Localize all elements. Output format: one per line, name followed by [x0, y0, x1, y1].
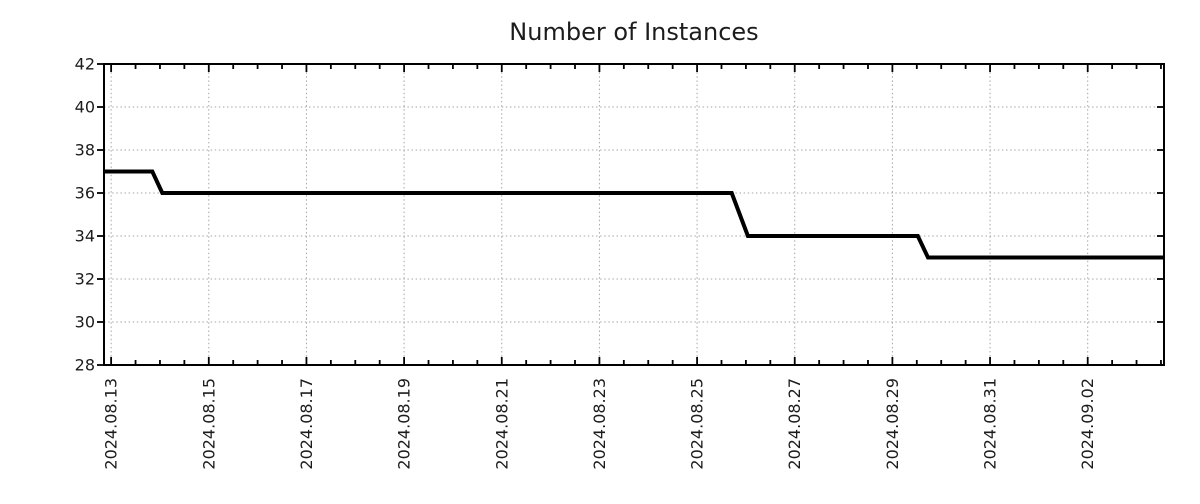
x-tick-label: 2024.08.15 [199, 378, 218, 470]
chart-title: Number of Instances [509, 18, 758, 46]
x-tick-label: 2024.08.27 [785, 378, 804, 470]
grid-lines [104, 64, 1164, 365]
y-tick-label: 40 [75, 98, 95, 117]
x-tick-label: 2024.08.19 [395, 378, 414, 470]
x-tick-label: 2024.08.23 [590, 378, 609, 470]
y-tick-label: 38 [75, 141, 95, 160]
plot-border [103, 63, 1165, 366]
x-tick-label: 2024.08.25 [688, 378, 707, 470]
y-tick-label: 34 [75, 227, 95, 246]
x-tick-label: 2024.08.13 [102, 378, 121, 470]
y-tick-label: 42 [75, 55, 95, 74]
x-tick-label: 2024.09.02 [1078, 378, 1097, 470]
y-tick-label: 32 [75, 270, 95, 289]
data-line-instances [104, 169, 1164, 260]
y-tick-label: 30 [75, 313, 95, 332]
y-axis-tick-labels: 28 30 32 34 36 38 40 42 [75, 55, 95, 375]
y-tick-label: 36 [75, 184, 95, 203]
x-tick-label: 2024.08.29 [883, 378, 902, 470]
x-tick-label: 2024.08.17 [297, 378, 316, 470]
axis-ticks [97, 63, 1164, 366]
x-axis-tick-labels: 2024.08.13 2024.08.15 2024.08.17 2024.08.19… [102, 378, 1098, 470]
x-tick-label: 2024.08.31 [981, 378, 1000, 470]
y-tick-label: 28 [75, 356, 95, 375]
x-tick-label: 2024.08.21 [492, 378, 511, 470]
